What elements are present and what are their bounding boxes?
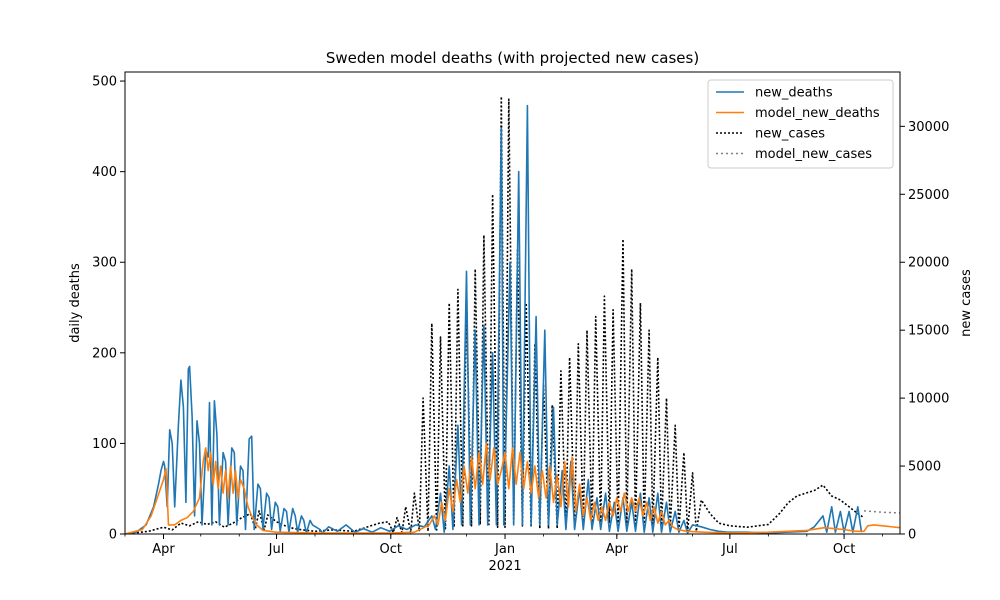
y-left-tick-label: 300 xyxy=(92,256,117,271)
y-left-tick-label: 100 xyxy=(92,437,117,452)
y-left-tick-label: 500 xyxy=(92,75,117,90)
legend-label-new-deaths: new_deaths xyxy=(755,86,833,101)
y-axis-left: 0 100 200 300 400 500 xyxy=(92,75,125,543)
x-tick-label: Apr xyxy=(606,542,629,557)
legend: new_deaths model_new_deaths new_casesmodel… xyxy=(707,79,894,169)
y-right-tick-label: 5000 xyxy=(908,460,941,475)
legend-box xyxy=(707,79,894,169)
x-axis: Apr Jul Oct Jan 2021 Apr Jul Oct xyxy=(124,534,884,574)
legend-label-model-new-deaths: model_new_deaths xyxy=(755,106,880,121)
y-axis-right-label: new cases xyxy=(959,269,974,337)
chart-title: Sweden model deaths (with projected new … xyxy=(326,49,699,67)
plot-area xyxy=(125,95,900,534)
y-right-tick-label: 0 xyxy=(908,528,916,543)
x-tick-label: Jul xyxy=(721,542,738,557)
x-tick-label: Oct xyxy=(833,542,855,557)
x-tick-label: Apr xyxy=(152,542,175,557)
x-tick-label: Jan xyxy=(494,542,515,557)
legend-label-new-cases: new_cases xyxy=(755,127,825,142)
x-tick-label: Oct xyxy=(380,542,402,557)
y-left-tick-label: 400 xyxy=(92,165,117,180)
series-line-model-new-deaths xyxy=(125,442,900,534)
y-right-tick-label: 25000 xyxy=(908,188,949,203)
series-line-new-deaths xyxy=(125,104,863,534)
y-left-tick-label: 200 xyxy=(92,346,117,361)
x-tick-label: Jul xyxy=(268,542,285,557)
series-line-new-cases xyxy=(125,95,865,534)
y-right-tick-label: 10000 xyxy=(908,392,949,407)
plot-border xyxy=(124,71,901,535)
x-tick-sublabel: 2021 xyxy=(489,559,522,574)
y-right-tick-label: 20000 xyxy=(908,256,949,271)
legend-label-model-new-cases: model_new_cases xyxy=(755,147,872,162)
y-left-tick-label: 0 xyxy=(109,528,117,543)
y-right-tick-label: 30000 xyxy=(908,120,949,135)
y-right-tick-label: 15000 xyxy=(908,324,949,339)
y-axis-right: 0 5000 10000 15000 20000 25000 30000 xyxy=(900,120,949,543)
y-axis-left-label: daily deaths xyxy=(68,263,83,343)
